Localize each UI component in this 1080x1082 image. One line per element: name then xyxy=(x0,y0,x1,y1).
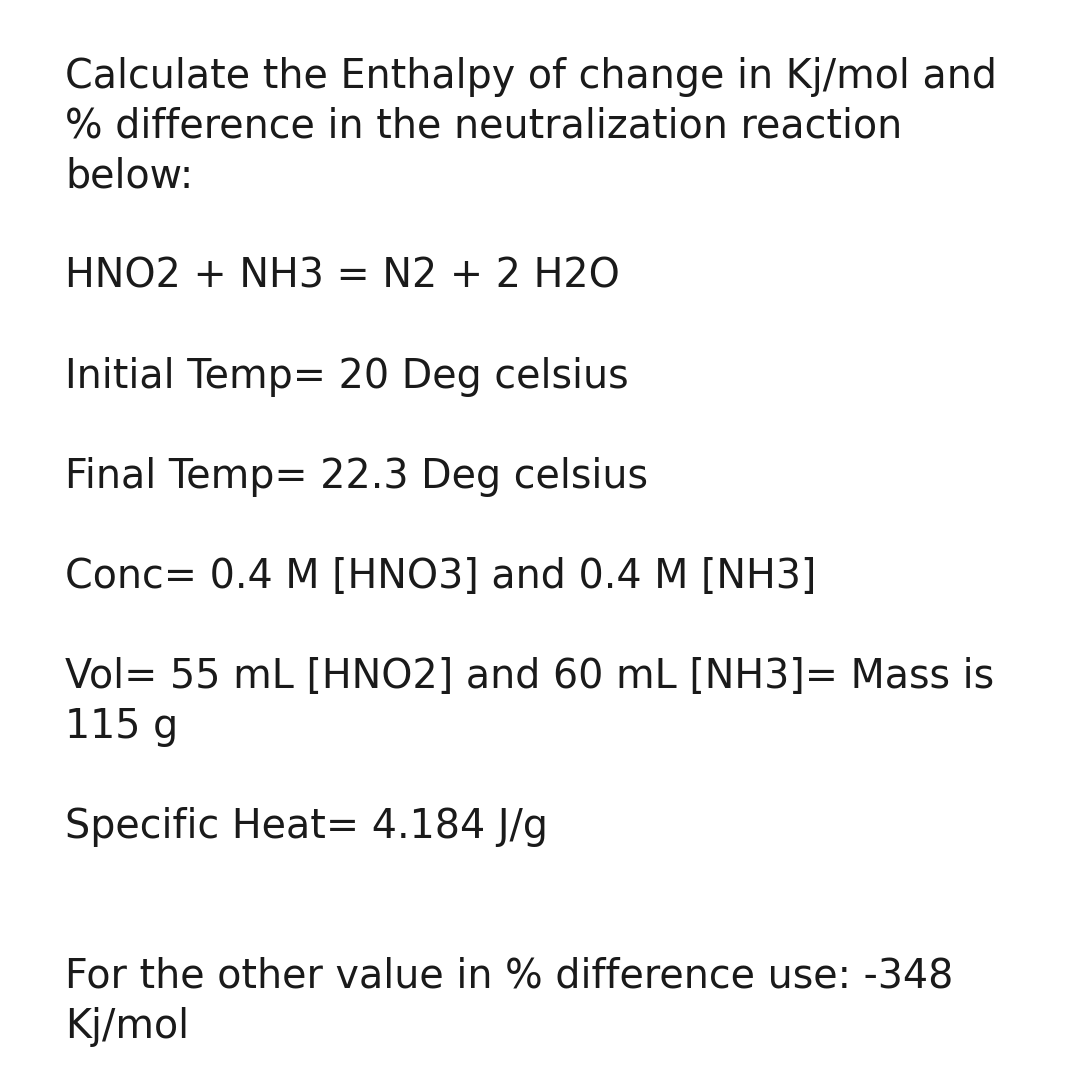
Text: Conc= 0.4 M [HNO3] and 0.4 M [NH3]: Conc= 0.4 M [HNO3] and 0.4 M [NH3] xyxy=(65,557,816,597)
Text: Vol= 55 mL [HNO2] and 60 mL [NH3]= Mass is: Vol= 55 mL [HNO2] and 60 mL [NH3]= Mass … xyxy=(65,657,994,697)
Text: HNO2 + NH3 = N2 + 2 H2O: HNO2 + NH3 = N2 + 2 H2O xyxy=(65,258,620,296)
Text: For the other value in % difference use: -348: For the other value in % difference use:… xyxy=(65,956,954,997)
Text: Calculate the Enthalpy of change in Kj/mol and: Calculate the Enthalpy of change in Kj/m… xyxy=(65,57,997,97)
Text: below:: below: xyxy=(65,157,193,197)
Text: 115 g: 115 g xyxy=(65,707,178,747)
Text: Specific Heat= 4.184 J/g: Specific Heat= 4.184 J/g xyxy=(65,807,548,847)
Text: Initial Temp= 20 Deg celsius: Initial Temp= 20 Deg celsius xyxy=(65,357,629,397)
Text: Kj/mol: Kj/mol xyxy=(65,1007,189,1047)
Text: Final Temp= 22.3 Deg celsius: Final Temp= 22.3 Deg celsius xyxy=(65,457,648,497)
Text: % difference in the neutralization reaction: % difference in the neutralization react… xyxy=(65,107,902,147)
